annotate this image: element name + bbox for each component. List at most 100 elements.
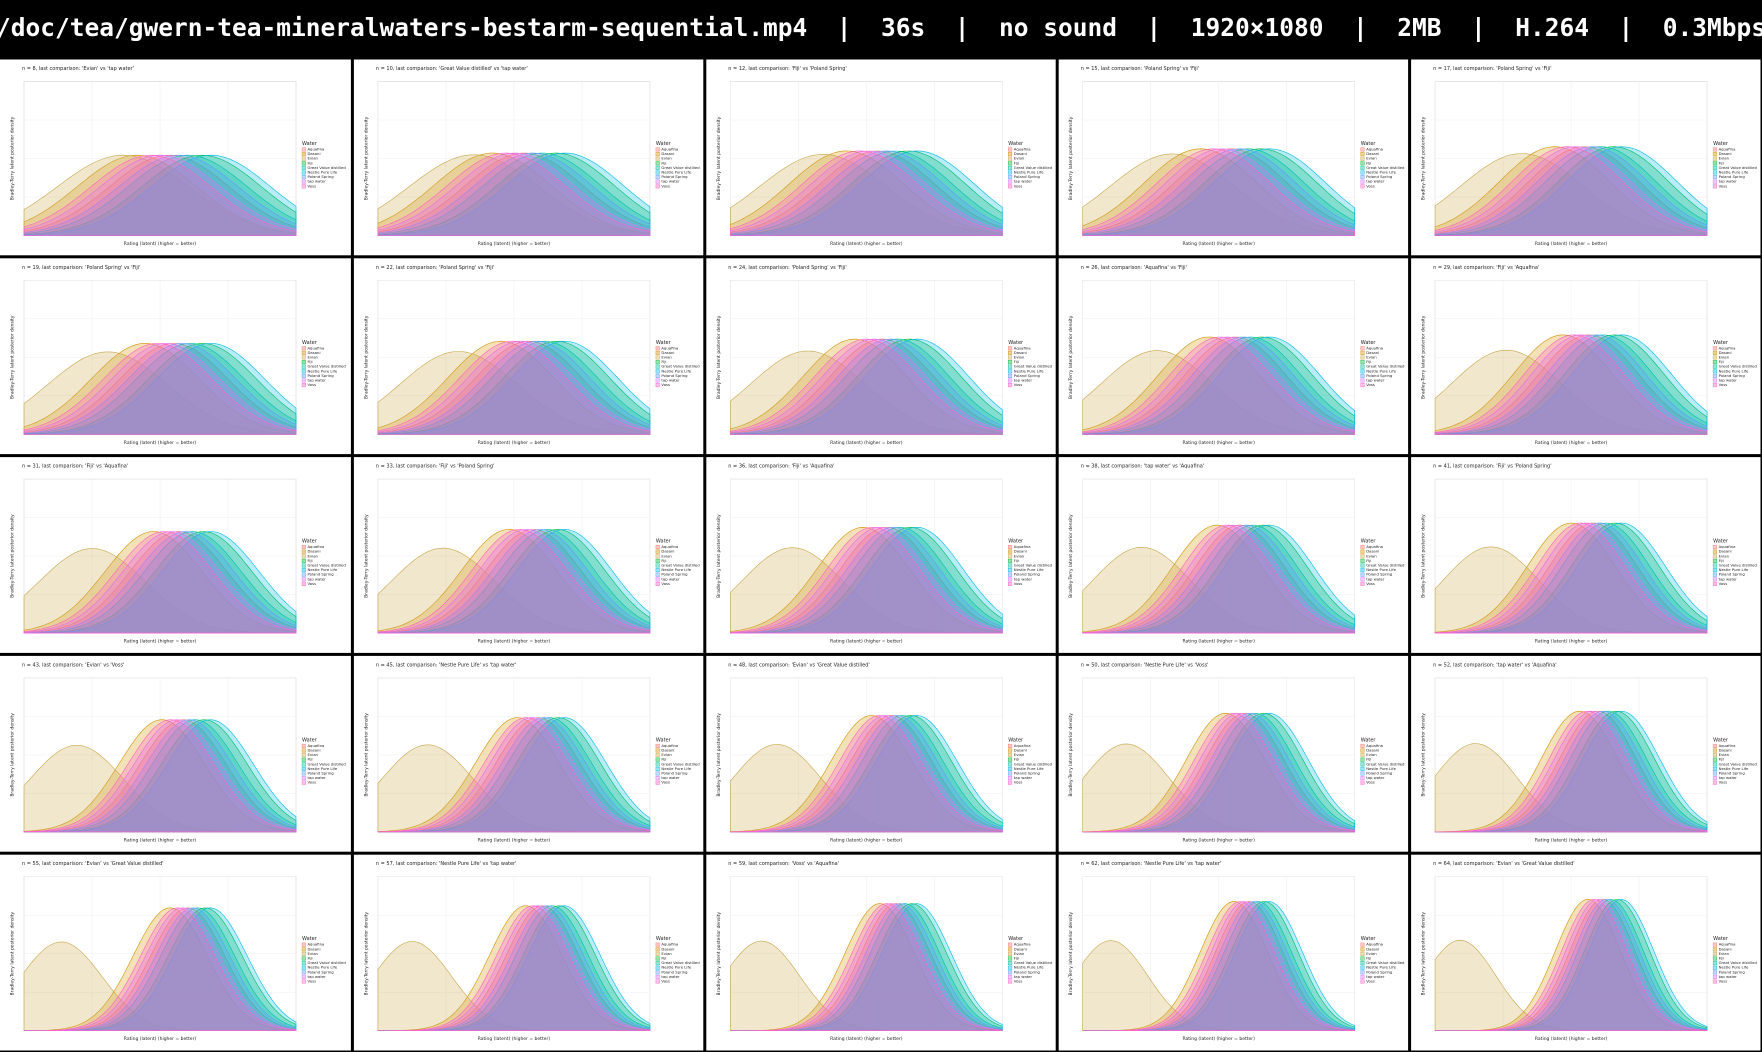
video-frame: n = 45, last comparison: 'Nestle Pure Li…	[353, 655, 704, 852]
x-axis-label: Rating (latent) (higher = better)	[124, 440, 197, 446]
legend-swatch	[301, 563, 306, 568]
legend-swatch	[1008, 780, 1013, 785]
header-text: /doc/tea/gwern-tea-mineralwaters-bestarm…	[0, 13, 1762, 42]
density-curve	[1434, 349, 1708, 435]
legend-swatch	[1008, 776, 1013, 781]
frame-title: n = 48, last comparison: 'Evian' vs 'Gre…	[728, 662, 870, 668]
legend-label: Voss	[1014, 581, 1023, 586]
legend-swatch	[1008, 572, 1013, 577]
legend-label: Voss	[308, 979, 317, 984]
legend-label: tap water	[308, 775, 327, 780]
legend-label: Dasani	[661, 549, 674, 554]
legend-label: Fiji	[308, 757, 313, 762]
legend-swatch	[655, 743, 660, 748]
density-curve	[729, 338, 1003, 435]
legend-swatch	[655, 350, 660, 355]
legend-swatch	[301, 165, 306, 170]
legend-label: Aquafina	[1719, 544, 1736, 549]
density-curve	[1435, 710, 1708, 833]
legend-swatch	[1360, 545, 1365, 550]
density-curve	[729, 715, 1003, 833]
legend-swatch	[1008, 974, 1013, 979]
legend-title: Water	[1008, 936, 1024, 942]
density-curve	[729, 526, 1003, 634]
legend-swatch	[1360, 947, 1365, 952]
y-axis-label: Bradley-Terry latent posterior density	[363, 116, 369, 200]
legend-swatch	[1008, 568, 1013, 573]
legend-label: Poland Spring	[661, 572, 688, 577]
density-curve	[1082, 712, 1355, 833]
legend-label: Aquafina	[661, 544, 678, 549]
legend-swatch	[301, 979, 306, 984]
density-curve	[23, 907, 297, 1032]
legend-label: Fiji	[1366, 956, 1371, 961]
legend-swatch	[655, 753, 660, 758]
legend-swatch	[301, 771, 306, 776]
density-curve	[1082, 524, 1355, 634]
legend-label: Nestle Pure Life	[1719, 170, 1749, 175]
legend-swatch	[655, 383, 660, 388]
legend-swatch	[301, 184, 306, 189]
legend-label: Voss	[1719, 183, 1728, 188]
legend-swatch	[655, 549, 660, 554]
legend-label: tap water	[308, 974, 327, 979]
legend-label: tap water	[1366, 179, 1385, 184]
legend-swatch	[1008, 360, 1013, 365]
legend-label: Evian	[1366, 156, 1377, 161]
density-curve	[377, 340, 651, 435]
legend-swatch	[1712, 156, 1717, 161]
frame-title: n = 52, last comparison: 'tap water' vs …	[1433, 662, 1557, 668]
x-axis-label: Rating (latent) (higher = better)	[1535, 639, 1608, 645]
frame-title: n = 50, last comparison: 'Nestle Pure Li…	[1081, 662, 1209, 668]
legend-swatch	[1360, 776, 1365, 781]
density-curve	[377, 529, 651, 634]
legend-label: Aquafina	[1366, 544, 1383, 549]
legend-label: Great Value distilled	[661, 563, 700, 568]
legend-label: Aquafina	[1014, 147, 1031, 152]
legend-swatch	[301, 970, 306, 975]
density-curve	[377, 152, 651, 236]
x-axis-label: Rating (latent) (higher = better)	[478, 241, 551, 247]
legend-label: Great Value distilled	[1366, 960, 1405, 965]
legend-swatch	[655, 568, 660, 573]
legend-swatch	[1712, 558, 1717, 563]
y-axis-label: Bradley-Terry latent posterior density	[1421, 912, 1427, 996]
x-axis-label: Rating (latent) (higher = better)	[1535, 837, 1608, 843]
density-curve	[1082, 148, 1355, 236]
legend-label: Nestle Pure Life	[1014, 368, 1044, 373]
density-curve	[730, 903, 1003, 1032]
density-curve	[1082, 712, 1355, 833]
legend-label: Fiji	[661, 160, 666, 165]
density-curve	[729, 526, 1003, 634]
legend-label: Aquafina	[661, 743, 678, 748]
legend-swatch	[301, 753, 306, 758]
frame-title: n = 22, last comparison: 'Poland Spring'…	[376, 265, 495, 271]
legend-swatch	[1360, 179, 1365, 184]
legend-label: Dasani	[1014, 946, 1027, 951]
density-curve	[729, 547, 1003, 634]
legend-label: Nestle Pure Life	[308, 368, 338, 373]
legend-swatch	[1008, 748, 1013, 753]
video-frame: n = 29, last comparison: 'Fiji' vs 'Aqua…	[1411, 258, 1761, 455]
legend-label: Poland Spring	[1366, 174, 1393, 179]
legend-label: tap water	[1719, 775, 1738, 780]
legend-label: Nestle Pure Life	[1366, 766, 1396, 771]
x-axis-label: Rating (latent) (higher = better)	[830, 1036, 903, 1042]
density-curve	[23, 343, 297, 435]
legend-swatch	[1712, 965, 1717, 970]
legend-swatch	[301, 961, 306, 966]
density-curve	[377, 529, 651, 634]
density-curve	[1082, 712, 1355, 833]
legend-swatch	[1712, 360, 1717, 365]
density-curve	[1082, 148, 1355, 236]
legend-label: Great Value distilled	[661, 761, 700, 766]
legend-swatch	[655, 554, 660, 559]
legend-title: Water	[656, 340, 672, 346]
legend-swatch	[301, 974, 306, 979]
legend-label: Poland Spring	[1014, 174, 1041, 179]
legend-swatch	[1712, 942, 1717, 947]
legend-swatch	[301, 369, 306, 374]
legend-swatch	[1008, 762, 1013, 767]
density-curve	[729, 338, 1003, 435]
x-axis-label: Rating (latent) (higher = better)	[1535, 241, 1608, 247]
